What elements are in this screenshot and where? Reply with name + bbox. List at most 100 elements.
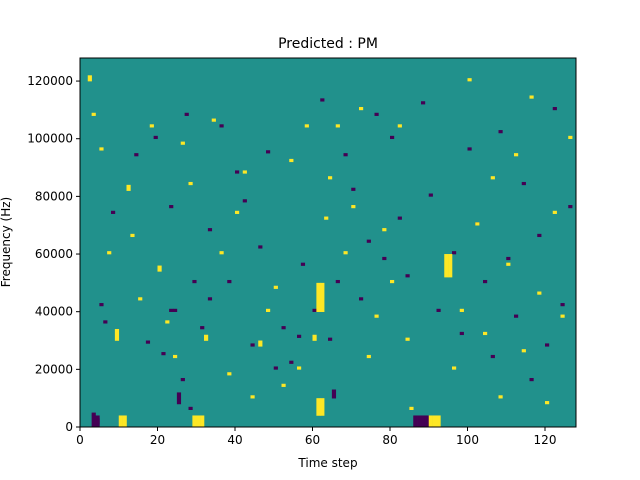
heatmap-cell-low: [312, 308, 317, 312]
heatmap-cell-low: [335, 279, 340, 284]
heatmap-cell-low: [552, 107, 557, 111]
heatmap-cell-high: [196, 415, 201, 428]
heatmap-cell-high: [165, 320, 170, 324]
heatmap-cell-high: [514, 153, 519, 157]
heatmap-cell-high: [219, 251, 224, 255]
heatmap-cell-low: [328, 337, 333, 341]
heatmap-cell-low: [351, 187, 356, 191]
heatmap-cell-low: [169, 205, 174, 209]
heatmap-cell-low: [405, 274, 410, 278]
heatmap-cell-high: [428, 415, 433, 428]
heatmap-cell-high: [366, 354, 371, 359]
x-tick-label: 80: [382, 433, 397, 447]
y-tick-label: 80000: [35, 189, 73, 203]
heatmap-cell-high: [320, 398, 325, 416]
heatmap-cell-low: [506, 256, 511, 261]
heatmap-cell-high: [483, 331, 488, 336]
heatmap-cell-low: [161, 352, 166, 356]
heatmap-cell-high: [188, 181, 193, 186]
heatmap-cell-low: [184, 112, 189, 116]
heatmap-cell-low: [169, 308, 174, 312]
heatmap-cell-high: [444, 254, 449, 278]
heatmap-cell-low: [483, 279, 488, 284]
x-tick-label: 20: [150, 433, 165, 447]
heatmap-cell-low: [366, 239, 371, 243]
heatmap-cell-low: [266, 150, 271, 154]
heatmap-cell-high: [289, 158, 294, 163]
heatmap-cell-low: [421, 415, 426, 428]
heatmap-cell-high: [467, 78, 472, 82]
plot-area: [80, 58, 576, 428]
heatmap-cell-high: [130, 233, 135, 238]
y-tick-label: 20000: [35, 362, 73, 376]
x-axis-label: Time step: [297, 456, 357, 470]
heatmap-cell-high: [320, 282, 325, 312]
heatmap-cell-low: [173, 308, 178, 312]
heatmap-cell-low: [192, 279, 197, 284]
heatmap-cell-high: [258, 340, 263, 347]
heatmap-cell-high: [122, 415, 127, 428]
heatmap-cell-high: [107, 251, 112, 255]
heatmap-cell-high: [304, 124, 309, 128]
x-tick-label: 120: [534, 433, 557, 447]
heatmap-cell-high: [351, 205, 356, 209]
heatmap-cell-low: [452, 251, 457, 255]
heatmap-cell-high: [568, 135, 573, 140]
heatmap-cell-high: [448, 254, 453, 278]
heatmap-cell-low: [467, 147, 472, 151]
heatmap-cell-low: [320, 98, 325, 102]
heatmap-cell-high: [359, 107, 364, 111]
heatmap-cell-low: [514, 314, 519, 318]
plot-frame: [79, 57, 577, 428]
heatmap-cell-low: [103, 320, 108, 324]
heatmap-cell-high: [459, 308, 464, 312]
heatmap-cell-low: [343, 153, 348, 157]
heatmap-cell-high: [173, 354, 178, 359]
heatmap-cell-low: [382, 256, 387, 261]
heatmap-cell-high: [126, 184, 131, 191]
heatmap-cell-high: [552, 210, 557, 214]
y-tick-label: 120000: [27, 74, 73, 88]
heatmap-cell-low: [91, 412, 96, 416]
heatmap-cell-high: [374, 314, 379, 318]
heatmap-cell-low: [91, 415, 96, 428]
heatmap-cell-low: [134, 153, 139, 157]
heatmap-cell-high: [390, 279, 395, 284]
heatmap-cell-high: [242, 170, 247, 174]
y-tick-label: 0: [65, 420, 73, 434]
x-tick-label: 60: [305, 433, 320, 447]
heatmap-cell-low: [200, 326, 205, 330]
heatmap-cell-high: [227, 372, 232, 376]
heatmap-cell-low: [374, 112, 379, 116]
heatmap-cell-low: [235, 170, 240, 174]
heatmap-cell-low: [498, 130, 503, 134]
heatmap-cell-low: [111, 210, 116, 214]
heatmap-cell-high: [560, 314, 565, 318]
heatmap-cell-low: [281, 326, 286, 330]
heatmap-cell-high: [273, 285, 278, 289]
heatmap-cell-low: [273, 366, 278, 370]
heatmap-cell-low: [545, 343, 550, 347]
heatmap-cell-high: [316, 398, 321, 416]
heatmap-cell-high: [91, 112, 96, 116]
heatmap-cell-low: [436, 308, 441, 312]
heatmap-cell-low: [242, 199, 247, 203]
x-axis-ticks: 0 20 40 60 80 100 120: [76, 427, 556, 447]
heatmap-cell-low: [428, 193, 433, 197]
heatmap-cell-high: [506, 262, 511, 266]
heatmap-cell-low: [99, 303, 104, 307]
heatmap-cell-high: [149, 124, 154, 128]
heatmap-cell-high: [409, 406, 414, 410]
heatmap-cell-low: [424, 415, 430, 428]
heatmap-cell-low: [176, 392, 182, 405]
heatmap-cell-low: [219, 124, 224, 128]
heatmap-cell-low: [297, 334, 302, 338]
heatmap-cell-high: [211, 118, 216, 122]
heatmap-cell-high: [180, 141, 185, 145]
chart-title: Predicted : PM: [278, 36, 378, 52]
x-tick-label: 100: [456, 433, 479, 447]
heatmap-cell-low: [95, 418, 100, 425]
y-tick-label: 60000: [35, 247, 73, 261]
heatmap-cell-low: [145, 340, 151, 344]
